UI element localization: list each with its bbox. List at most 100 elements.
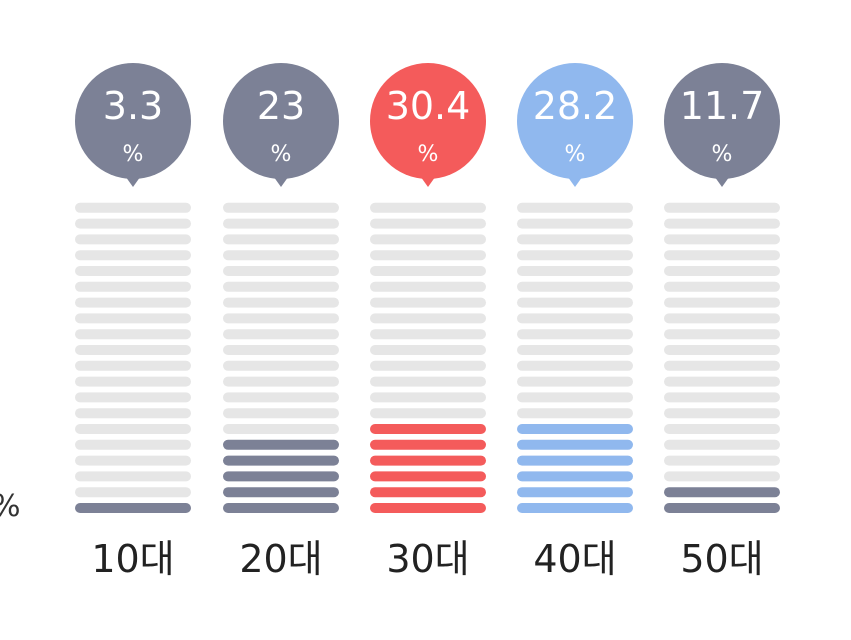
bar-segment-empty <box>223 250 339 261</box>
value-bubble: 28.2% <box>517 63 633 187</box>
bar-segment-empty <box>223 345 339 355</box>
bar-segment-empty <box>223 392 339 403</box>
bar-segment-empty <box>664 408 780 419</box>
data-label-unit: % <box>712 142 733 167</box>
bar-segment-empty <box>517 266 633 276</box>
bar-segment-empty <box>664 297 780 308</box>
value-bubble: 23% <box>223 63 339 187</box>
bar-segment-filled <box>517 503 633 513</box>
bar-segment-empty <box>664 360 780 371</box>
data-label-unit: % <box>123 142 144 167</box>
bar-segment-empty <box>370 408 486 419</box>
bar-segment-empty <box>517 408 633 419</box>
bar-segment-filled <box>223 439 339 450</box>
value-bubble: 3.3% <box>75 63 191 187</box>
bar-segment-empty <box>517 376 633 387</box>
bar-column: 28.2% 40대 <box>517 63 633 581</box>
bar-segment-empty <box>75 313 191 324</box>
bar-segment-empty <box>75 360 191 371</box>
bar-segment-empty <box>75 234 191 245</box>
value-bubble-circle <box>370 63 486 179</box>
bar-segment-empty <box>75 218 191 229</box>
data-label-value: 30.4 <box>386 84 471 128</box>
bar-segment-empty <box>664 439 780 450</box>
bar-segment-empty <box>517 234 633 245</box>
bar-segment-empty <box>370 234 486 245</box>
bar-segment-empty <box>75 345 191 355</box>
bar-segment-filled <box>370 471 486 482</box>
bar-segment-empty <box>517 313 633 324</box>
category-tick-label: 50대 <box>680 537 763 581</box>
bar-segment-empty <box>370 297 486 308</box>
bar-segment-empty <box>664 234 780 245</box>
bar-segment-empty <box>223 266 339 276</box>
bar-segment-empty <box>370 376 486 387</box>
bar-segment-filled <box>517 439 633 450</box>
bar-segment-filled <box>370 455 486 466</box>
bar-segment-filled <box>223 503 339 513</box>
bar-segment-empty <box>223 313 339 324</box>
bar-segment-empty <box>75 250 191 261</box>
value-bubble: 11.7% <box>664 63 780 187</box>
bar-segment-empty <box>75 202 191 213</box>
bar-segment-empty <box>223 424 339 434</box>
bar-segment-empty <box>517 329 633 340</box>
bar-segment-empty <box>517 250 633 261</box>
bar-segment-empty <box>664 266 780 276</box>
bar-segment-filled <box>664 487 780 498</box>
bar-segment-empty <box>664 202 780 213</box>
bar-segment-empty <box>223 202 339 213</box>
bar-segment-empty <box>664 424 780 434</box>
bar-segment-filled <box>223 487 339 498</box>
bar-segment-empty <box>664 218 780 229</box>
bar-segment-empty <box>517 218 633 229</box>
bar-segment-filled <box>75 503 191 513</box>
bar-column: 23% 20대 <box>223 63 339 581</box>
bar-segment-filled <box>370 487 486 498</box>
bar-segment-empty <box>664 313 780 324</box>
value-bubble-pointer <box>565 173 585 187</box>
bar-segment-empty <box>75 392 191 403</box>
bar-segment-filled <box>370 439 486 450</box>
bar-segment-empty <box>517 345 633 355</box>
category-tick-label: 20대 <box>239 537 322 581</box>
bar-segment-empty <box>223 297 339 308</box>
bar-segment-empty <box>75 439 191 450</box>
value-bubble-circle <box>517 63 633 179</box>
category-tick-label: 30대 <box>386 537 469 581</box>
bar-segment-filled <box>370 503 486 513</box>
value-bubble: 30.4% <box>370 63 486 187</box>
value-bubble-circle <box>223 63 339 179</box>
data-label-value: 28.2 <box>533 84 618 128</box>
bar-segment-empty <box>75 471 191 482</box>
value-bubble-pointer <box>712 173 732 187</box>
bar-segment-filled <box>223 471 339 482</box>
bar-segment-empty <box>664 376 780 387</box>
bar-segment-empty <box>223 376 339 387</box>
bar-segment-empty <box>223 234 339 245</box>
bar-segment-empty <box>517 297 633 308</box>
bar-segment-empty <box>223 218 339 229</box>
bar-segment-empty <box>370 329 486 340</box>
bar-segment-empty <box>370 250 486 261</box>
bar-segment-empty <box>75 455 191 466</box>
bar-segment-empty <box>75 329 191 340</box>
bar-segment-empty <box>75 424 191 434</box>
bar-segment-empty <box>517 281 633 292</box>
value-bubble-pointer <box>271 173 291 187</box>
bar-segment-empty <box>370 392 486 403</box>
bar-segment-filled <box>517 424 633 434</box>
bar-segment-filled <box>664 503 780 513</box>
bar-segment-empty <box>75 408 191 419</box>
bar-segment-empty <box>223 408 339 419</box>
value-bubble-pointer <box>418 173 438 187</box>
bar-segment-empty <box>223 281 339 292</box>
bar-segment-empty <box>664 329 780 340</box>
value-bubble-pointer <box>123 173 143 187</box>
bar-segment-empty <box>664 471 780 482</box>
bar-segment-filled <box>517 487 633 498</box>
value-bubble-circle <box>75 63 191 179</box>
bar-segment-empty <box>517 392 633 403</box>
data-label-unit: % <box>418 142 439 167</box>
